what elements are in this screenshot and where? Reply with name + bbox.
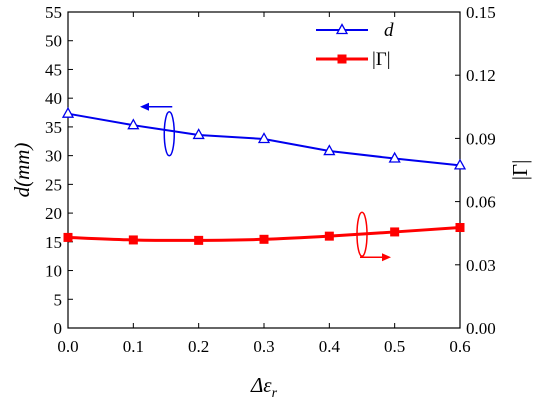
y-left-tick-label-9: 45 — [45, 60, 62, 79]
x-tick-label-6: 0.6 — [449, 337, 470, 356]
series-gamma-point-0 — [63, 232, 73, 242]
legend: d |Γ| — [316, 20, 394, 70]
d-axis-pointer-ellipse — [163, 111, 176, 157]
series-gamma-point-1 — [128, 235, 138, 245]
x-axis-title-sub: r — [272, 386, 278, 401]
series-layer — [61, 106, 467, 245]
gamma-axis-pointer-ellipse — [356, 211, 368, 258]
y-right-tick-label-2: 0.06 — [466, 193, 496, 212]
series-gamma-point-4 — [324, 231, 334, 241]
series-d-point-2 — [192, 128, 205, 140]
y-left-tick-label-6: 30 — [45, 147, 62, 166]
x-tick-label-2: 0.2 — [188, 337, 209, 356]
y-right-tick-label-3: 0.09 — [466, 129, 496, 148]
y-left-tick-label-3: 15 — [45, 233, 62, 252]
gamma-axis-pointer-arrowhead — [382, 253, 391, 262]
y-left-tick-label-10: 50 — [45, 32, 62, 51]
y-right-tick-label-0: 0.00 — [466, 319, 496, 338]
series-gamma-point-3 — [259, 234, 269, 244]
y-left-tick-label-2: 10 — [45, 262, 62, 281]
axes-layer: 0.0 0.1 0.2 0.3 0.4 0.5 0.6 0 5 10 15 20 25 30 35 40 45 5… — [45, 3, 496, 356]
series-gamma-point-5 — [390, 227, 400, 237]
x-tick-label-4: 0.4 — [319, 337, 341, 356]
annotation-layer — [140, 102, 391, 262]
series-d-point-0 — [61, 106, 75, 118]
y-left-tick-label-1: 5 — [54, 290, 63, 309]
x-tick-label-0: 0.0 — [57, 337, 78, 356]
y-left-tick-label-5: 25 — [45, 175, 62, 194]
y-left-axis-title: d(mm) — [10, 143, 34, 198]
legend-marker-d — [335, 23, 349, 35]
x-tick-label-5: 0.5 — [384, 337, 405, 356]
legend-marker-gamma — [337, 54, 347, 64]
x-tick-label-3: 0.3 — [253, 337, 274, 356]
series-d-point-4 — [323, 144, 336, 156]
series-d-point-5 — [388, 151, 401, 163]
y-right-tick-label-5: 0.15 — [466, 3, 496, 22]
y-left-tick-label-7: 35 — [45, 118, 62, 137]
x-axis-title: Δεr — [250, 373, 278, 401]
series-d-point-1 — [127, 118, 140, 130]
y-left-tick-label-0: 0 — [54, 319, 63, 338]
series-gamma-point-6 — [455, 223, 465, 233]
y-left-tick-label-8: 40 — [45, 89, 62, 108]
x-tick-label-1: 0.1 — [123, 337, 144, 356]
y-right-axis-title: |Γ| — [508, 160, 532, 181]
y-right-tick-label-1: 0.03 — [466, 256, 496, 275]
legend-label-gamma: |Γ| — [372, 49, 391, 70]
legend-label-d: d — [384, 20, 394, 41]
plot-frame — [67, 11, 461, 329]
x-axis-title-main: Δε — [250, 373, 272, 397]
y-left-tick-label-11: 55 — [45, 3, 62, 22]
series-d-point-3 — [257, 132, 271, 144]
series-gamma-point-2 — [194, 235, 204, 245]
y-right-tick-label-4: 0.12 — [466, 66, 496, 85]
series-d-point-6 — [453, 158, 467, 170]
y-left-tick-label-4: 20 — [45, 204, 62, 223]
d-axis-pointer-arrowhead — [140, 102, 149, 111]
